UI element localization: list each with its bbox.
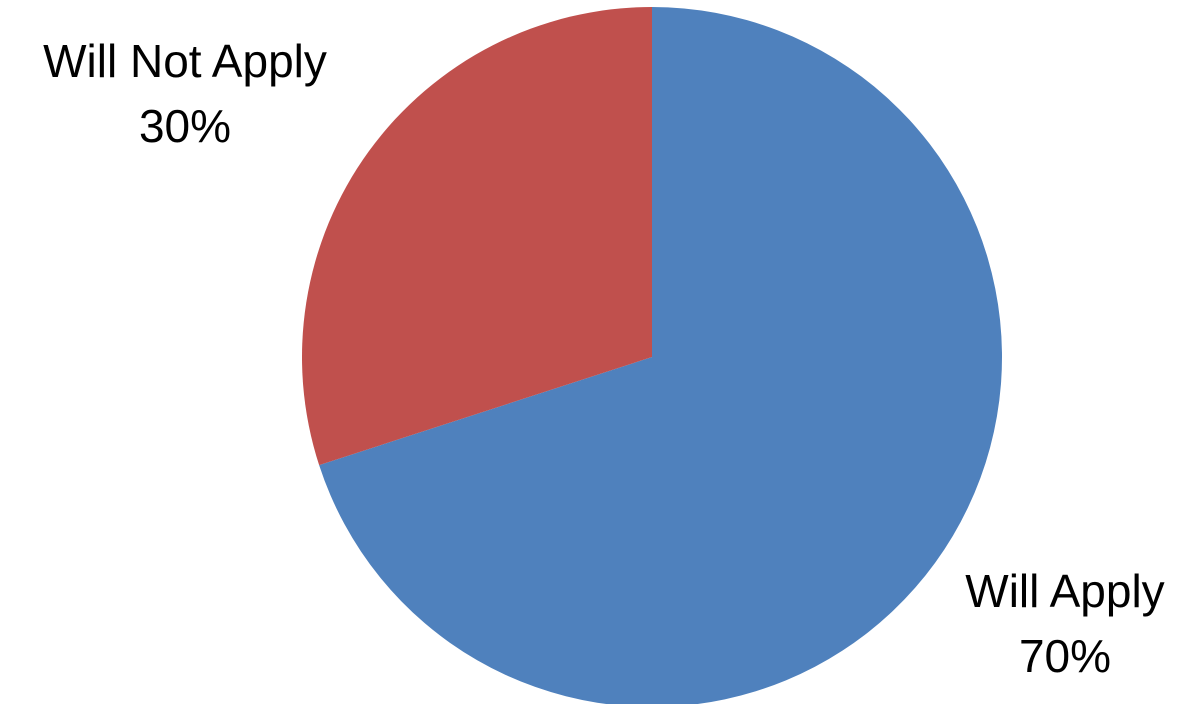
slice-label: Will Not Apply <box>43 35 327 87</box>
pie-slice <box>302 7 652 466</box>
slice-value-label: 30% <box>139 100 231 152</box>
slice-value-label: 70% <box>1019 630 1111 682</box>
pie-slice <box>319 7 1002 704</box>
slice-label: Will Apply <box>965 565 1164 617</box>
